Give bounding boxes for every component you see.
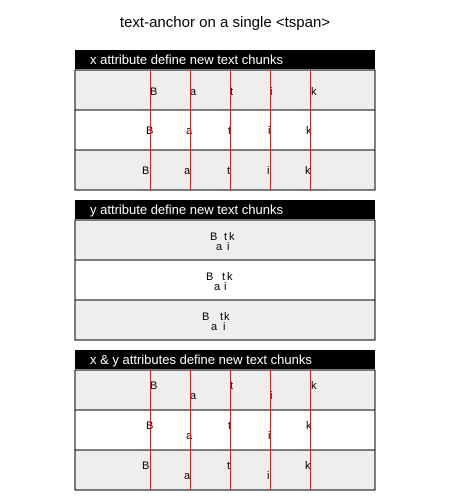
guide-lines <box>150 370 311 490</box>
glyph: i <box>270 86 272 98</box>
glyph: B <box>202 311 209 323</box>
glyph: t <box>230 380 233 392</box>
glyph: i <box>224 281 226 293</box>
section-header-bar <box>75 200 375 219</box>
glyph: B <box>206 271 213 283</box>
row-1 <box>74 219 376 261</box>
guide-lines <box>150 70 311 190</box>
glyph: B <box>142 165 149 177</box>
row-2 <box>74 109 376 151</box>
glyph: i <box>270 390 272 402</box>
section-x: x attribute define new text chunks B a t… <box>74 50 376 191</box>
glyph: i <box>227 241 229 253</box>
section-header-label: x attribute define new text chunks <box>90 52 283 67</box>
glyph: t <box>222 271 225 283</box>
section-xy: x & y attributes define new text chunks … <box>74 350 376 491</box>
section-header-label: y attribute define new text chunks <box>90 202 283 217</box>
glyph: a <box>190 390 197 402</box>
glyph: k <box>306 125 312 137</box>
section-y: y attribute define new text chunks B a t… <box>74 200 376 341</box>
glyph: k <box>224 311 230 323</box>
page-title: text-anchor on a single <tspan> <box>120 14 330 31</box>
glyph: a <box>186 430 193 442</box>
section-header-bar <box>75 50 375 69</box>
row-1 <box>74 369 376 411</box>
row-1 <box>74 69 376 111</box>
glyph: B <box>142 460 149 472</box>
glyph: B <box>150 86 157 98</box>
glyph: t <box>230 86 233 98</box>
glyph: k <box>311 86 317 98</box>
glyph: k <box>227 271 233 283</box>
glyph: a <box>190 86 197 98</box>
glyph: k <box>305 460 311 472</box>
glyph: i <box>268 125 270 137</box>
glyph: a <box>184 165 191 177</box>
glyph: i <box>267 165 269 177</box>
glyph: B <box>150 380 157 392</box>
row-3 <box>74 299 376 341</box>
glyph: t <box>228 420 231 432</box>
glyph: k <box>306 420 312 432</box>
glyph: t <box>227 460 230 472</box>
glyph: B <box>146 125 153 137</box>
glyph: a <box>186 125 193 137</box>
section-header-bar <box>75 350 375 369</box>
row-2 <box>74 409 376 451</box>
glyph: a <box>211 321 218 333</box>
row-3 <box>74 149 376 191</box>
glyph: B <box>146 420 153 432</box>
glyph: B <box>210 231 217 243</box>
glyph: a <box>216 241 223 253</box>
glyph: i <box>268 430 270 442</box>
glyph: t <box>220 311 223 323</box>
glyph: a <box>214 281 221 293</box>
glyph: t <box>224 231 227 243</box>
glyph: i <box>267 470 269 482</box>
glyph: t <box>227 165 230 177</box>
glyph: a <box>184 470 191 482</box>
glyph: k <box>229 231 235 243</box>
glyph: i <box>223 321 225 333</box>
glyph: k <box>311 380 317 392</box>
section-header-label: x & y attributes define new text chunks <box>90 352 312 367</box>
row-2 <box>74 259 376 301</box>
glyph: k <box>305 165 311 177</box>
glyph: t <box>228 125 231 137</box>
row-3 <box>74 449 376 491</box>
